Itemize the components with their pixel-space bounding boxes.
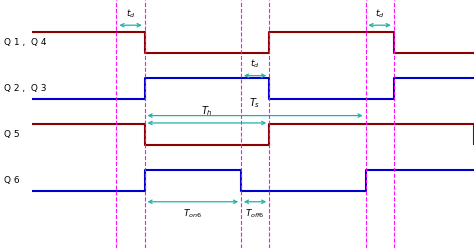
Text: $T_{on6}$: $T_{on6}$ — [183, 207, 202, 219]
Text: Q 5: Q 5 — [4, 130, 19, 139]
Text: Q 1 ,  Q 4: Q 1 , Q 4 — [4, 37, 46, 47]
Text: $t_d$: $t_d$ — [375, 7, 384, 20]
Text: $t_d$: $t_d$ — [250, 58, 260, 70]
Text: Q 6: Q 6 — [4, 176, 19, 185]
Text: $t_d$: $t_d$ — [126, 7, 136, 20]
Text: $T_s$: $T_s$ — [249, 96, 261, 110]
Text: $T_h$: $T_h$ — [201, 104, 213, 118]
Text: $T_{off6}$: $T_{off6}$ — [246, 207, 265, 219]
Text: Q 2 ,  Q 3: Q 2 , Q 3 — [4, 84, 46, 93]
